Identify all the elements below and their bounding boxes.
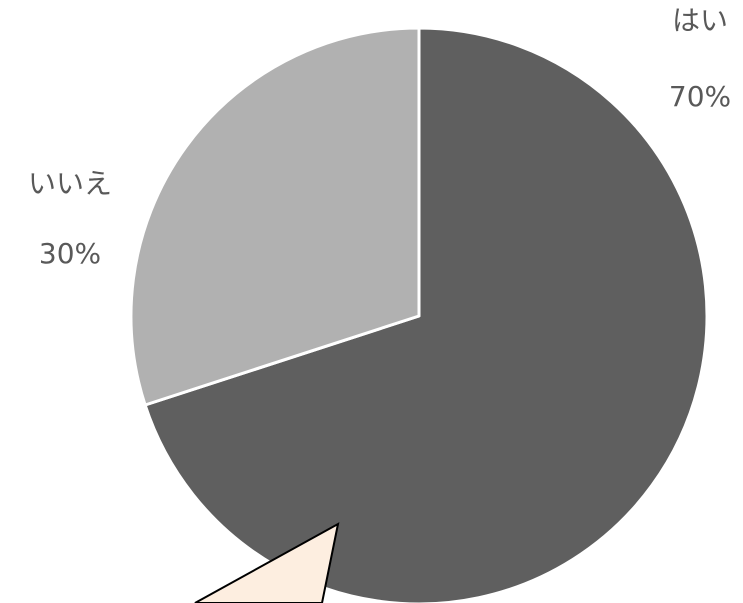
category-label: はい bbox=[672, 4, 728, 37]
value-label: 70% bbox=[669, 80, 731, 113]
wedge bbox=[143, 26, 709, 603]
callout bbox=[194, 522, 340, 603]
category-label: いいえ bbox=[28, 167, 112, 200]
value-label: 30% bbox=[39, 237, 101, 270]
pie bbox=[129, 26, 709, 603]
wedge bbox=[129, 26, 421, 407]
labels: はい 70% いいえ 30% bbox=[28, 4, 731, 270]
